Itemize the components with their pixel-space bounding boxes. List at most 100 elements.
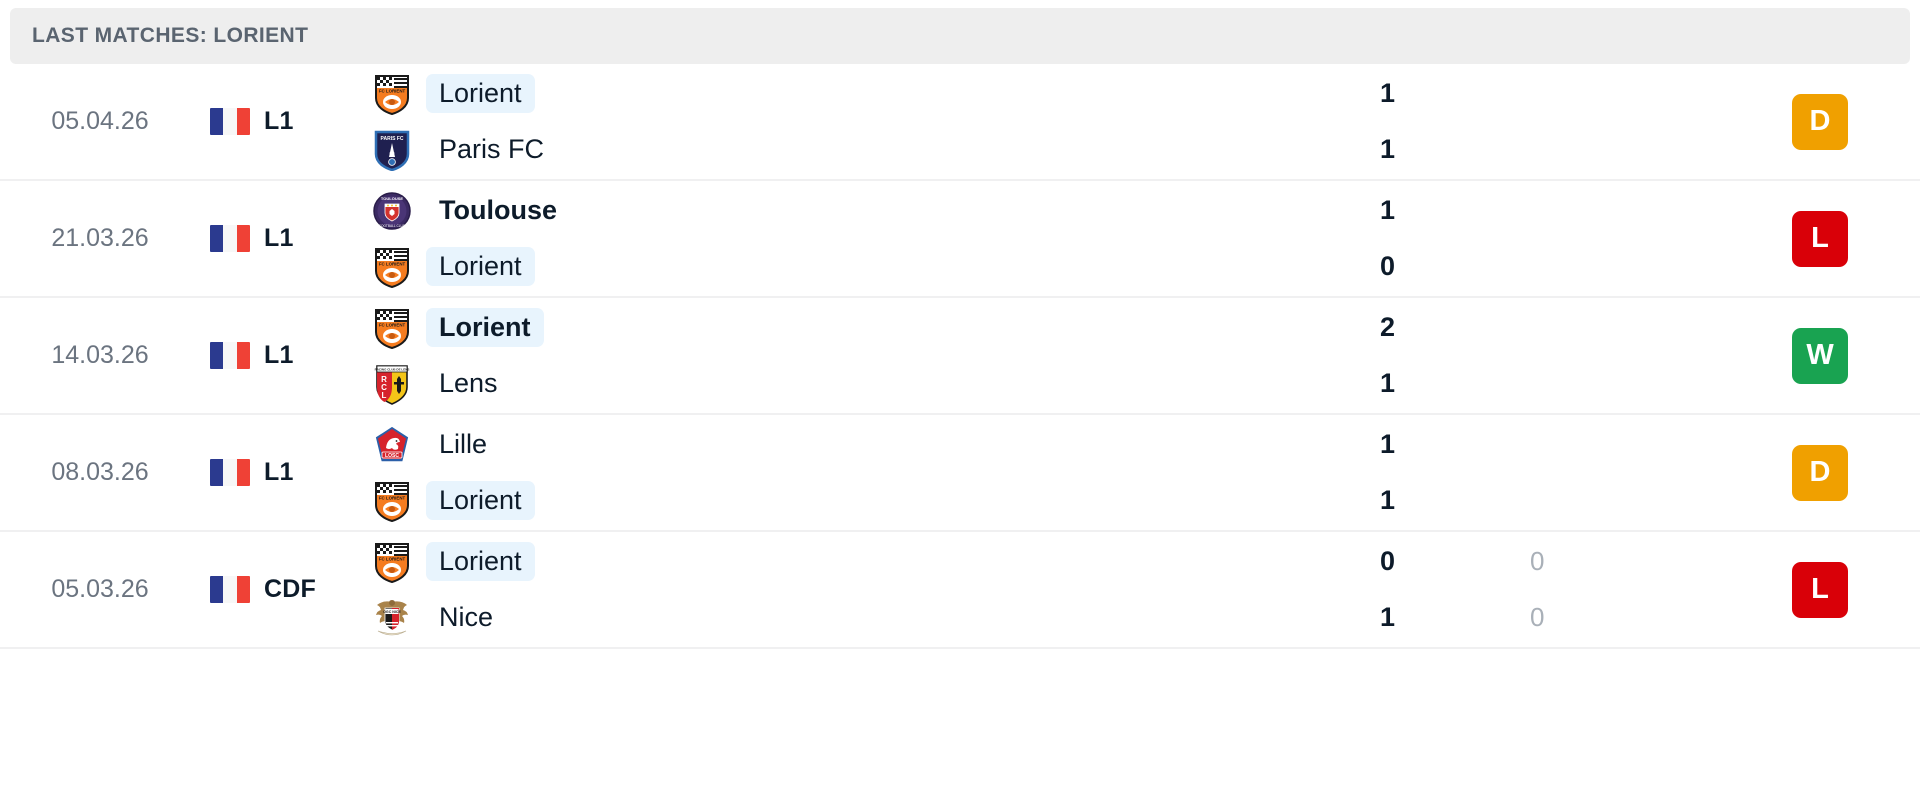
- match-date: 21.03.26: [51, 224, 149, 252]
- secondary-score-away: [1530, 362, 1720, 406]
- teams-cell: TOULOUSE FOOTBALL CLUB Toulouse: [360, 189, 1380, 289]
- secondary-score-cell: [1530, 423, 1720, 523]
- svg-text:LOSC: LOSC: [385, 452, 399, 458]
- secondary-score-home: [1530, 189, 1720, 233]
- team-name-home[interactable]: Lorient: [426, 307, 544, 348]
- secondary-score-home: [1530, 306, 1720, 350]
- paris-fc-crest-icon: PARIS FC: [372, 129, 412, 171]
- teams-cell: FC LORIENT Lorient PARIS FC Paris FC: [360, 72, 1380, 172]
- status-badge: L: [1792, 561, 1848, 618]
- competition-cell[interactable]: CDF: [200, 575, 360, 604]
- secondary-score-cell: [1530, 189, 1720, 289]
- team-home[interactable]: FC LORIENT Lorient: [372, 72, 1380, 116]
- secondary-score-away: [1530, 245, 1720, 289]
- score-away: 1: [1380, 485, 1396, 515]
- svg-text:FOOTBALL CLUB: FOOTBALL CLUB: [379, 224, 405, 228]
- team-home[interactable]: FC LORIENT Lorient: [372, 306, 1380, 350]
- secondary-score-cell: [1530, 306, 1720, 406]
- result-cell: W: [1720, 327, 1920, 384]
- status-badge: L: [1792, 210, 1848, 267]
- status-badge: D: [1792, 93, 1848, 150]
- panel-header: LAST MATCHES: LORIENT: [10, 8, 1910, 64]
- score-home: 2: [1380, 312, 1396, 342]
- competition-label: CDF: [264, 575, 316, 603]
- match-row[interactable]: 21.03.26 L1 TOULOUSE FOOTBALL CLUB Toulou…: [0, 181, 1920, 298]
- lorient-crest-icon: FC LORIENT: [372, 480, 412, 522]
- lorient-crest-icon: FC LORIENT: [372, 73, 412, 115]
- result-cell: L: [1720, 561, 1920, 618]
- competition-cell[interactable]: L1: [200, 458, 360, 487]
- team-name-away[interactable]: Lorient: [426, 480, 535, 521]
- team-name-home[interactable]: Toulouse: [439, 194, 557, 225]
- match-date: 05.04.26: [51, 107, 149, 135]
- match-row[interactable]: 05.04.26 L1 FC LORIENT Lorient P: [0, 64, 1920, 181]
- competition-label: L1: [264, 458, 294, 486]
- team-name-away[interactable]: Paris FC: [439, 133, 545, 164]
- score-home: 1: [1380, 195, 1396, 225]
- svg-text:TOULOUSE: TOULOUSE: [381, 196, 403, 201]
- score-away: 1: [1380, 134, 1396, 164]
- secondary-score-away: [1530, 128, 1720, 172]
- svg-text:PARIS FC: PARIS FC: [381, 136, 404, 142]
- result-cell: D: [1720, 444, 1920, 501]
- score-away: 1: [1380, 602, 1396, 632]
- toulouse-crest-icon: TOULOUSE FOOTBALL CLUB: [372, 190, 412, 232]
- team-name-home[interactable]: Lorient: [426, 73, 535, 114]
- svg-text:FC LORIENT: FC LORIENT: [379, 322, 406, 327]
- team-name-home[interactable]: Lille: [439, 428, 488, 459]
- team-name-away[interactable]: Nice: [439, 601, 494, 632]
- team-away[interactable]: FC LORIENT Lorient: [372, 245, 1380, 289]
- match-row[interactable]: 08.03.26 L1 LOSC Lille: [0, 415, 1920, 532]
- match-date: 08.03.26: [51, 458, 149, 486]
- teams-cell: FC LORIENT Lorient OGC NICE Nice: [360, 540, 1380, 640]
- france-flag-icon: [210, 576, 250, 603]
- team-away[interactable]: OGC NICE Nice: [372, 596, 1380, 640]
- competition-cell[interactable]: L1: [200, 107, 360, 136]
- lorient-crest-icon: FC LORIENT: [372, 307, 412, 349]
- team-name-home[interactable]: Lorient: [426, 541, 535, 582]
- status-badge: W: [1792, 327, 1848, 384]
- team-name-away[interactable]: Lorient: [426, 246, 535, 287]
- competition-label: L1: [264, 107, 294, 135]
- team-away[interactable]: PARIS FC Paris FC: [372, 128, 1380, 172]
- svg-text:OGC NICE: OGC NICE: [383, 610, 401, 614]
- team-away[interactable]: FC LORIENT Lorient: [372, 479, 1380, 523]
- status-badge: D: [1792, 444, 1848, 501]
- svg-text:R: R: [381, 375, 387, 384]
- score-home: 0: [1380, 546, 1396, 576]
- teams-cell: FC LORIENT Lorient RACING CLUB DE LENS R…: [360, 306, 1380, 406]
- match-date: 05.03.26: [51, 575, 149, 603]
- svg-text:C: C: [381, 383, 387, 392]
- team-name-away[interactable]: Lens: [439, 367, 498, 398]
- lille-crest-icon: LOSC: [372, 424, 412, 466]
- svg-text:FC LORIENT: FC LORIENT: [379, 556, 406, 561]
- secondary-score-home: 0: [1530, 546, 1545, 576]
- competition-cell[interactable]: L1: [200, 341, 360, 370]
- result-cell: L: [1720, 210, 1920, 267]
- competition-cell[interactable]: L1: [200, 224, 360, 253]
- team-home[interactable]: FC LORIENT Lorient: [372, 540, 1380, 584]
- score-home: 1: [1380, 429, 1396, 459]
- competition-label: L1: [264, 224, 294, 252]
- secondary-score-away: 0: [1530, 602, 1545, 632]
- france-flag-icon: [210, 108, 250, 135]
- result-cell: D: [1720, 93, 1920, 150]
- match-row[interactable]: 05.03.26 CDF FC LORIENT Lorient: [0, 532, 1920, 649]
- teams-cell: LOSC Lille FC LORIENT Lorient: [360, 423, 1380, 523]
- lorient-crest-icon: FC LORIENT: [372, 541, 412, 583]
- match-list: 05.04.26 L1 FC LORIENT Lorient P: [0, 64, 1920, 649]
- match-row[interactable]: 14.03.26 L1 FC LORIENT Lorient: [0, 298, 1920, 415]
- france-flag-icon: [210, 459, 250, 486]
- team-home[interactable]: TOULOUSE FOOTBALL CLUB Toulouse: [372, 189, 1380, 233]
- svg-text:FC LORIENT: FC LORIENT: [379, 261, 406, 266]
- team-home[interactable]: LOSC Lille: [372, 423, 1380, 467]
